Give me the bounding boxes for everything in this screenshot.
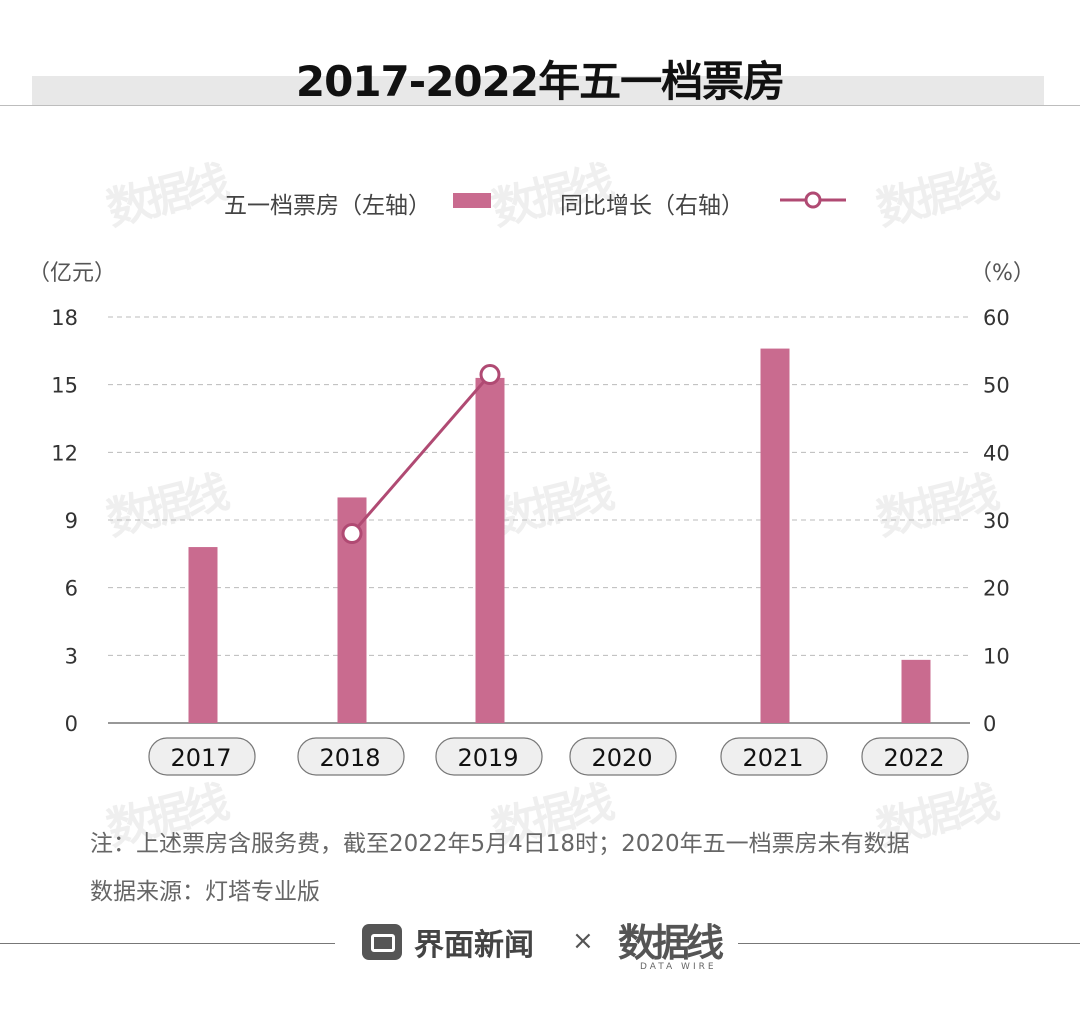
category-label: 2018	[319, 744, 380, 772]
category-pill	[569, 737, 677, 776]
footer-rule-left	[0, 943, 335, 944]
legend-line-marker	[804, 191, 822, 209]
category-pill	[148, 737, 256, 776]
legend-bar-swatch	[453, 193, 491, 208]
category-pill	[720, 737, 828, 776]
legend-line-label: 同比增长（右轴）	[560, 193, 744, 219]
legend-bar-label: 五一档票房（左轴）	[224, 193, 431, 219]
right-tick-label: 20	[983, 577, 1010, 601]
category-pill	[297, 737, 405, 776]
datawire-subtitle: DATA WIRE	[640, 962, 717, 972]
footer-rule-right	[738, 943, 1080, 944]
right-tick-label: 50	[983, 374, 1010, 398]
brand-name: 界面新闻	[414, 928, 534, 963]
bar-2017	[188, 547, 218, 723]
footnote-note: 注：上述票房含服务费，截至2022年5月4日18时；2020年五一档票房未有数据	[90, 831, 910, 857]
datawire-logo: 数据线	[618, 920, 724, 965]
left-tick-label: 3	[65, 644, 78, 668]
jiemian-logo-icon	[362, 924, 402, 960]
legend: 五一档票房（左轴） 同比增长（右轴）	[0, 184, 1080, 220]
right-tick-label: 30	[983, 509, 1010, 533]
title-rule	[0, 105, 1080, 106]
left-axis-unit: （亿元）	[28, 261, 117, 286]
chart-title: 2017-2022年五一档票房	[295, 57, 785, 106]
category-label: 2019	[457, 744, 518, 772]
times-sign: ×	[572, 926, 594, 956]
right-tick-label: 40	[983, 441, 1010, 465]
footnote-source: 数据来源：灯塔专业版	[90, 879, 320, 905]
category-pill	[435, 737, 543, 776]
bar-2021	[760, 348, 790, 723]
category-pill	[861, 737, 969, 776]
bar-2019	[475, 377, 505, 723]
growth-point-2019	[479, 364, 501, 386]
right-tick-label: 0	[983, 712, 996, 736]
right-tick-label: 60	[983, 306, 1010, 330]
right-tick-label: 10	[983, 644, 1010, 668]
left-tick-label: 18	[51, 306, 78, 330]
category-label: 2022	[883, 744, 944, 772]
right-axis-unit: （%）	[970, 261, 1035, 286]
category-label: 2017	[170, 744, 231, 772]
title-band	[32, 76, 1044, 106]
category-label: 2020	[591, 744, 652, 772]
left-tick-label: 0	[65, 712, 78, 736]
bar-2022	[901, 659, 931, 723]
left-tick-label: 6	[65, 577, 78, 601]
growth-point-2018	[341, 523, 363, 545]
left-tick-label: 12	[51, 441, 78, 465]
growth-line	[350, 373, 492, 535]
left-tick-label: 15	[51, 374, 78, 398]
left-tick-label: 9	[65, 509, 78, 533]
category-label: 2021	[742, 744, 803, 772]
